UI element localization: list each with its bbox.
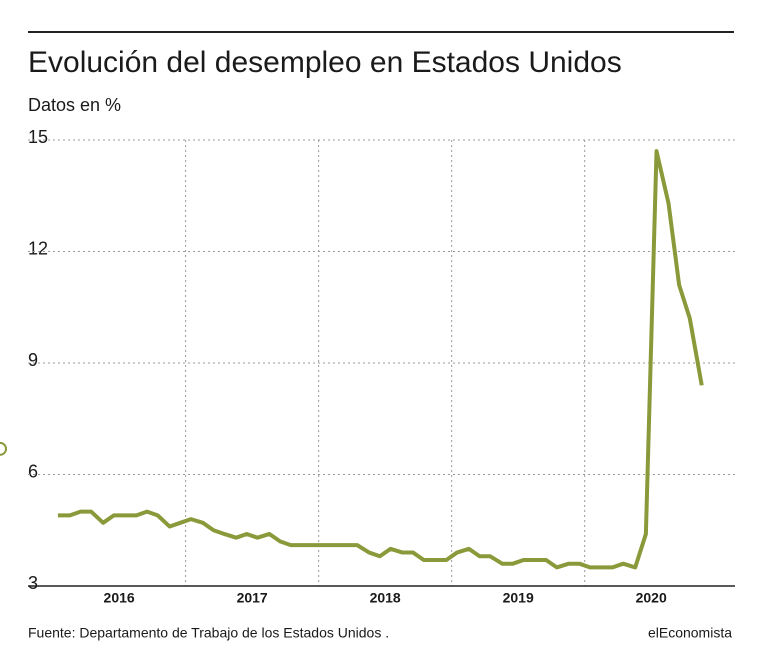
y-tick-label: 6 (28, 461, 38, 481)
x-tick-label: 2018 (370, 590, 401, 606)
chart-title: Evolución del desempleo en Estados Unido… (28, 46, 622, 79)
x-tick-label: 2016 (104, 590, 135, 606)
end-marker (0, 441, 7, 456)
brand: elEconomista (648, 625, 732, 641)
x-tick-label: 2019 (503, 590, 534, 606)
x-tick-label: 2017 (237, 590, 268, 606)
y-tick-label: 15 (28, 127, 48, 147)
y-tick-label: 3 (28, 573, 38, 593)
y-tick-label: 9 (28, 350, 38, 370)
y-tick-label: 12 (28, 238, 48, 258)
line (57, 149, 704, 570)
x-tick-label: 2020 (636, 590, 667, 606)
subtitle: Datos en % (28, 95, 121, 115)
source: Fuente: Departamento de Trabajo de los E… (28, 625, 389, 641)
top-rule (28, 31, 734, 33)
